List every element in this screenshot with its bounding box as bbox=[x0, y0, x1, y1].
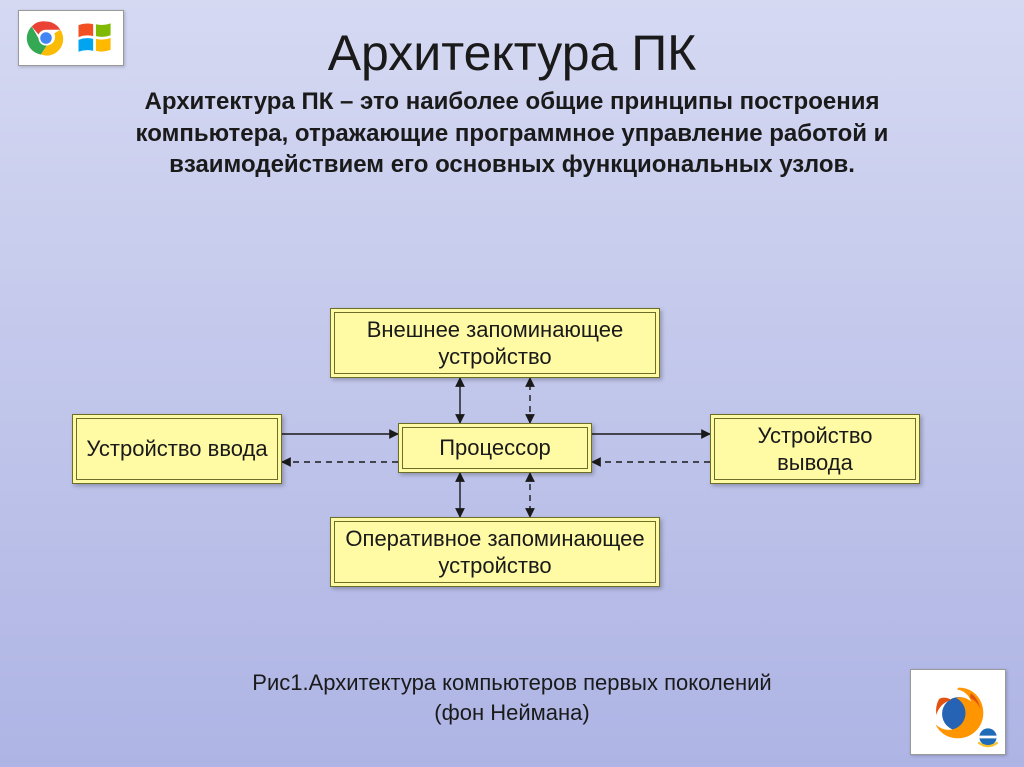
node-ram: Оперативное запоминающее устройство bbox=[330, 517, 660, 587]
node-ext: Внешнее запоминающее устройство bbox=[330, 308, 660, 378]
node-cpu: Процессор bbox=[398, 423, 592, 473]
node-out: Устройство вывода bbox=[710, 414, 920, 484]
ie-icon bbox=[975, 724, 1001, 750]
caption-line-2: (фон Неймана) bbox=[434, 700, 589, 725]
node-in: Устройство ввода bbox=[72, 414, 282, 484]
caption-line-1: Рис1.Архитектура компьютеров первых поко… bbox=[252, 670, 771, 695]
figure-caption: Рис1.Архитектура компьютеров первых поко… bbox=[252, 668, 772, 727]
architecture-diagram: Внешнее запоминающее устройство Устройств… bbox=[0, 0, 1024, 767]
diagram-edges bbox=[0, 0, 1024, 767]
logo-frame-bottom-right bbox=[910, 669, 1006, 755]
